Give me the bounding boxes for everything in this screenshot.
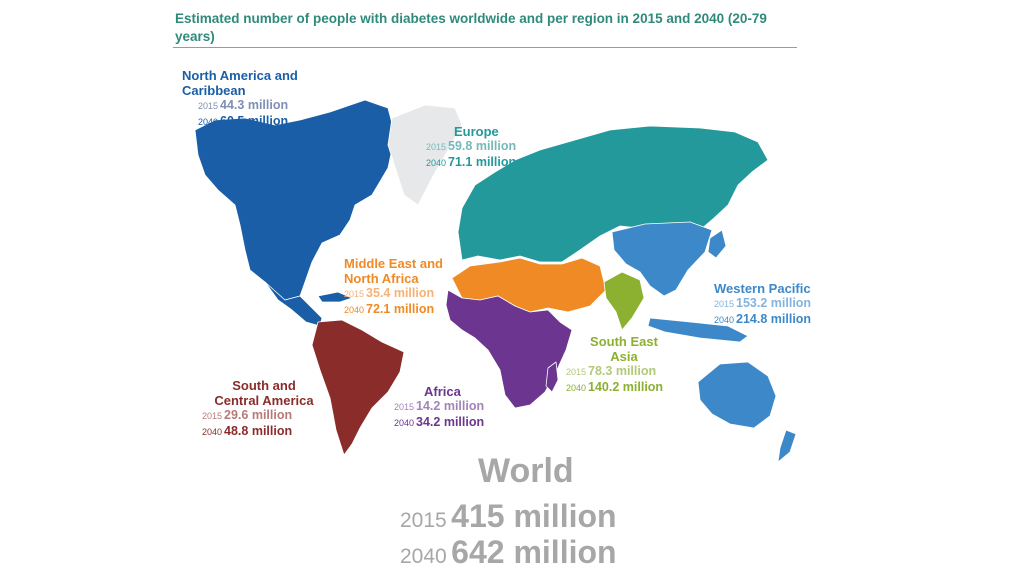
year-2040: 2040 xyxy=(566,383,587,393)
year-2015: 2015 xyxy=(198,101,219,111)
year-2040: 2040 xyxy=(198,117,219,127)
year-2015: 2015 xyxy=(714,299,735,309)
value-row-2015: 2015 29.6 million xyxy=(202,408,322,424)
value-2015: 35.4 million xyxy=(366,286,435,300)
year-2015: 2015 xyxy=(344,289,365,299)
world-value-2040: 642 million xyxy=(451,534,617,570)
region-new-zealand xyxy=(777,429,797,463)
region-name: Middle East and North Africa xyxy=(344,256,443,286)
region-western-pacific xyxy=(611,221,713,297)
year-2040: 2040 xyxy=(426,158,447,168)
value-2040: 34.2 million xyxy=(416,415,485,429)
region-madagascar xyxy=(545,361,559,393)
title-divider xyxy=(173,47,797,48)
world-value-2015: 415 million xyxy=(451,498,617,534)
region-name: North America and Caribbean xyxy=(182,68,298,98)
value-2040: 140.2 million xyxy=(588,380,664,394)
world-row-2015: 2015 415 million xyxy=(400,498,617,535)
value-2015: 29.6 million xyxy=(224,408,293,422)
value-row-2015: 2015 44.3 million xyxy=(198,98,332,114)
region-greenland xyxy=(387,104,463,206)
year-2015: 2015 xyxy=(202,411,223,421)
value-row-2040: 2040 60.5 million xyxy=(198,114,332,130)
value-2040: 48.8 million xyxy=(224,424,293,438)
region-name: Europe xyxy=(454,124,499,139)
label-africa: Africa 2015 14.2 million 2040 34.2 million xyxy=(394,384,484,431)
year-2040: 2040 xyxy=(344,305,365,315)
year-2015: 2015 xyxy=(426,142,447,152)
value-row-2015: 2015 59.8 million xyxy=(426,139,516,155)
region-caribbean xyxy=(317,291,353,303)
label-north-america: North America and Caribbean 2015 44.3 mil… xyxy=(182,68,332,130)
value-2015: 153.2 million xyxy=(736,296,812,310)
world-year-2040: 2040 xyxy=(400,545,447,568)
value-row-2040: 2040 34.2 million xyxy=(394,415,484,431)
world-row-2040: 2040 642 million xyxy=(400,534,617,571)
year-2015: 2015 xyxy=(566,367,587,377)
year-2040: 2040 xyxy=(714,315,735,325)
value-2015: 78.3 million xyxy=(588,364,657,378)
value-row-2040: 2040 72.1 million xyxy=(344,302,459,318)
region-name: South East Asia xyxy=(590,334,658,364)
value-row-2040: 2040 71.1 million xyxy=(426,155,516,171)
region-australia xyxy=(697,361,777,429)
value-2015: 59.8 million xyxy=(448,139,517,153)
label-south-america: South and Central America 2015 29.6 milli… xyxy=(202,378,322,440)
region-name: Africa xyxy=(424,384,461,399)
region-japan xyxy=(707,229,727,259)
world-year-2015: 2015 xyxy=(400,509,447,532)
value-row-2015: 2015 78.3 million xyxy=(566,364,664,380)
label-south-east-asia: South East Asia 2015 78.3 million 2040 140… xyxy=(566,334,664,396)
region-north-america xyxy=(194,99,396,301)
chart-title: Estimated number of people with diabetes… xyxy=(175,11,767,44)
year-2040: 2040 xyxy=(202,427,223,437)
value-row-2040: 2040 140.2 million xyxy=(566,380,664,396)
value-row-2040: 2040 48.8 million xyxy=(202,424,322,440)
value-2015: 44.3 million xyxy=(220,98,289,112)
world-title: World xyxy=(478,452,574,490)
label-europe: Europe 2015 59.8 million 2040 71.1 million xyxy=(426,124,516,171)
label-western-pacific: Western Pacific 2015 153.2 million 2040 21… xyxy=(714,281,811,328)
value-2015: 14.2 million xyxy=(416,399,485,413)
value-row-2015: 2015 153.2 million xyxy=(714,296,811,312)
region-name: South and Central America xyxy=(214,378,314,408)
year-2015: 2015 xyxy=(394,402,415,412)
region-south-east-asia xyxy=(603,271,645,331)
value-row-2015: 2015 35.4 million xyxy=(344,286,459,302)
value-2040: 214.8 million xyxy=(736,312,812,326)
region-south-america xyxy=(311,319,405,456)
value-row-2040: 2040 214.8 million xyxy=(714,312,811,328)
region-name: Western Pacific xyxy=(714,281,811,296)
value-2040: 60.5 million xyxy=(220,114,289,128)
value-2040: 71.1 million xyxy=(448,155,517,169)
label-mena: Middle East and North Africa 2015 35.4 mi… xyxy=(344,256,459,318)
region-indonesia xyxy=(647,317,749,343)
year-2040: 2040 xyxy=(394,418,415,428)
value-row-2015: 2015 14.2 million xyxy=(394,399,484,415)
value-2040: 72.1 million xyxy=(366,302,435,316)
